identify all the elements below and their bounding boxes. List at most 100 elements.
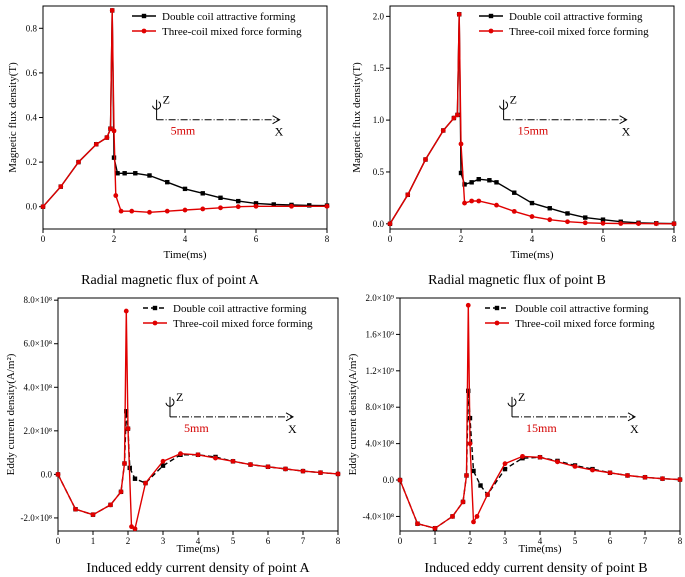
data-point-circle bbox=[397, 477, 403, 483]
data-point-circle bbox=[387, 221, 393, 227]
data-point-square bbox=[124, 409, 129, 414]
chart-panel-2: 0 2 4 6 8 0.0 0.5 1.0 1.5 2.0 Time(ms) Magnetic flu… bbox=[351, 5, 677, 288]
coordinate-annotation: Z X 5mm bbox=[152, 93, 284, 139]
series-line-three-coil bbox=[399, 305, 681, 530]
data-point-square bbox=[600, 217, 606, 222]
data-point-circle bbox=[415, 521, 420, 527]
data-point-circle bbox=[485, 492, 490, 497]
y-tick-label: 8.0×10⁸ bbox=[24, 295, 52, 305]
distance-label: 15mm bbox=[518, 124, 549, 138]
x-tick-label: 4 bbox=[538, 536, 543, 546]
data-point-circle bbox=[147, 209, 152, 215]
y-tick-label: 1.0 bbox=[373, 115, 385, 125]
data-point-circle bbox=[300, 468, 306, 474]
distance-label: 5mm bbox=[184, 421, 209, 435]
x-tick-label: 6 bbox=[608, 536, 613, 546]
x-tick-label: 4 bbox=[183, 234, 188, 244]
y-tick-label: 0.2 bbox=[26, 157, 37, 167]
y-tick-label: 0.0 bbox=[383, 475, 395, 485]
data-point-square bbox=[547, 206, 552, 211]
data-point-circle bbox=[471, 519, 476, 525]
data-point-square bbox=[458, 170, 464, 176]
data-point-circle bbox=[432, 525, 438, 531]
data-point-circle bbox=[132, 526, 138, 532]
x-tick-label: 4 bbox=[530, 234, 535, 244]
data-point-circle bbox=[565, 219, 570, 225]
chart-panel-4: 0 1 2 3 4 5 6 7 8 -4.0×10⁸ 0.0 4.0×10⁸ 8.0×10⁸ 1.2×10… bbox=[347, 293, 683, 576]
data-point-circle bbox=[456, 11, 462, 17]
data-point-circle bbox=[109, 8, 115, 13]
x-tick-label: 3 bbox=[503, 536, 508, 546]
legend-label: Double coil attractive forming bbox=[173, 303, 307, 315]
x-axis-label: Time(ms) bbox=[177, 543, 220, 555]
x-axis-label: Time(ms) bbox=[164, 249, 207, 261]
legend-label: Three-coil mixed force forming bbox=[509, 26, 649, 38]
y-tick-label: 0.6 bbox=[26, 68, 38, 78]
data-point-square bbox=[122, 171, 127, 176]
data-point-circle bbox=[111, 128, 117, 134]
data-point-square bbox=[218, 195, 223, 200]
data-point-circle bbox=[318, 470, 323, 476]
legend-marker-circle bbox=[141, 28, 147, 34]
x-tick-label: 4 bbox=[196, 536, 201, 546]
data-point-square bbox=[476, 177, 481, 182]
data-point-circle bbox=[143, 480, 148, 486]
x-tick-label: 2 bbox=[468, 536, 473, 546]
legend-label: Double coil attractive forming bbox=[509, 11, 643, 23]
data-point-circle bbox=[58, 184, 64, 190]
y-tick-label: 0.8 bbox=[26, 23, 38, 33]
legend-label: Three-coil mixed force forming bbox=[173, 318, 313, 330]
y-tick-label: 2.0×10⁸ bbox=[24, 426, 52, 436]
data-point-circle bbox=[265, 464, 271, 470]
data-point-circle bbox=[423, 157, 428, 162]
data-point-square bbox=[147, 173, 152, 178]
x-tick-label: 8 bbox=[678, 536, 683, 546]
x-tick-label: 1 bbox=[433, 536, 438, 546]
series-line-double-coil bbox=[42, 10, 328, 208]
x-tick-label: 8 bbox=[336, 536, 341, 546]
data-point-circle bbox=[129, 524, 134, 530]
data-point-circle bbox=[572, 463, 578, 469]
data-point-circle bbox=[230, 458, 236, 464]
x-tick-label: 8 bbox=[672, 234, 677, 244]
y-tick-label: -4.0×10⁸ bbox=[363, 511, 394, 521]
series-line-double-coil bbox=[57, 411, 339, 516]
panel-caption: Radial magnetic flux of point B bbox=[428, 273, 606, 288]
plot-frame bbox=[399, 297, 681, 532]
series-line-three-coil bbox=[42, 10, 327, 214]
data-point-square bbox=[132, 476, 138, 481]
y-axis-label: Magnetic flux density(T) bbox=[7, 62, 19, 173]
data-point-circle bbox=[537, 454, 543, 460]
y-tick-label: 8.0×10⁸ bbox=[366, 402, 394, 412]
data-point-square bbox=[115, 171, 120, 176]
data-point-circle bbox=[607, 470, 613, 476]
data-point-circle bbox=[164, 208, 170, 214]
data-point-square bbox=[165, 179, 170, 185]
data-point-square bbox=[200, 191, 205, 196]
data-point-circle bbox=[289, 203, 294, 209]
data-point-circle bbox=[460, 499, 466, 505]
x-axis-annot-label: X bbox=[275, 125, 284, 139]
data-point-circle bbox=[218, 205, 223, 211]
x-tick-label: 2 bbox=[126, 536, 131, 546]
y-tick-label: 2.0×10⁹ bbox=[366, 293, 394, 303]
data-point-circle bbox=[455, 112, 460, 118]
data-point-square bbox=[565, 211, 570, 216]
data-point-circle bbox=[582, 220, 588, 226]
y-tick-label: 4.0×10⁸ bbox=[366, 439, 394, 449]
y-axis-label: Eddy current density(A/m²) bbox=[347, 353, 359, 475]
data-point-square bbox=[111, 155, 117, 160]
y-tick-label: 0.5 bbox=[373, 167, 385, 177]
x-axis-label: Time(ms) bbox=[511, 249, 554, 261]
data-point-circle bbox=[520, 453, 525, 459]
data-point-circle bbox=[511, 208, 517, 214]
data-point-circle bbox=[93, 141, 99, 147]
data-point-circle bbox=[113, 193, 119, 198]
data-point-circle bbox=[590, 467, 595, 473]
data-point-circle bbox=[335, 471, 341, 477]
data-point-square bbox=[469, 180, 474, 185]
data-point-circle bbox=[108, 126, 113, 132]
data-point-circle bbox=[458, 141, 464, 147]
series-line-double-coil bbox=[389, 14, 675, 225]
